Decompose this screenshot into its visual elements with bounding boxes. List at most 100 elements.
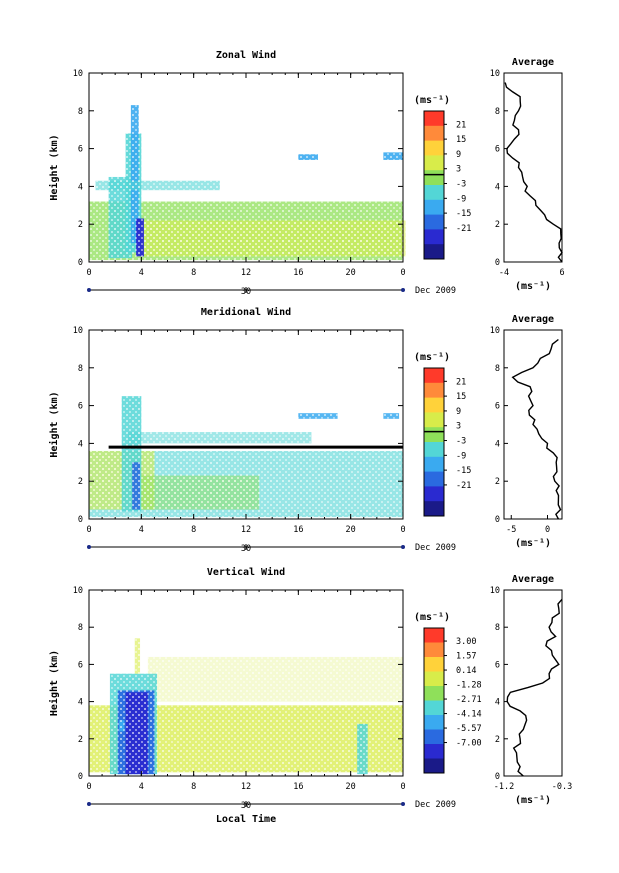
y-tick-label: 10 [73, 326, 83, 336]
profile-line [504, 82, 563, 263]
profile-x-tick-label: 0 [545, 525, 550, 535]
profile-x-unit: (ms⁻¹) [515, 795, 551, 806]
colorbar-frame [423, 367, 445, 517]
field-texture [298, 413, 338, 419]
field-texture [383, 413, 400, 419]
profile-title: Average [512, 314, 554, 325]
profile-y-tick-label: 10 [490, 326, 500, 336]
profile-y-tick-label: 0 [495, 772, 500, 782]
y-tick-label: 6 [78, 660, 83, 670]
field-texture [136, 218, 144, 257]
date-axis-marker-left [87, 288, 91, 292]
x-tick-label: 4 [139, 782, 144, 792]
colorbar-tick-label: 9 [456, 407, 461, 417]
colorbar-segment [424, 155, 444, 171]
colorbar-tick-label: -3 [456, 180, 466, 190]
profile-x-tick-label: -0.3 [552, 782, 572, 792]
colorbar-tick-label: -5.57 [456, 724, 482, 734]
colorbar-tick-label: 3 [456, 422, 461, 432]
profile-y-tick-label: 0 [495, 258, 500, 268]
colorbar-tick-label: -4.14 [456, 710, 482, 720]
colorbar-segment [424, 397, 444, 413]
date-right-label: Dec 2009 [415, 800, 456, 810]
colorbar-segment [424, 427, 444, 443]
colorbar-segment [424, 125, 444, 142]
colorbar-tick-label: 15 [456, 392, 466, 402]
profile-line [506, 598, 563, 777]
colorbar-tick-label: 21 [456, 377, 466, 387]
colorbar-tick-label: -1.28 [456, 681, 482, 691]
colorbar-segment [424, 758, 444, 774]
profile-title: Average [512, 57, 554, 68]
date-axis-marker-right [401, 288, 405, 292]
profile-frame [503, 72, 563, 263]
date-axis-marker-right [401, 545, 405, 549]
y-tick-label: 8 [78, 364, 83, 374]
y-tick-label: 6 [78, 145, 83, 155]
colorbar-segment [424, 244, 444, 260]
y-tick-label: 8 [78, 107, 83, 117]
profile-frame [503, 329, 563, 520]
colorbar-tick-label: -2.71 [456, 695, 482, 705]
colorbar-segment [424, 671, 444, 687]
colorbar-tick-label: -21 [456, 481, 471, 491]
y-axis-label: Height (km) [48, 134, 60, 200]
colorbar-tick-label: 1.57 [456, 652, 476, 662]
x-tick-label: 0 [400, 782, 405, 792]
profile-title: Average [512, 574, 554, 585]
date-label: 30 [241, 287, 251, 297]
colorbar-segment [424, 657, 444, 672]
panel-title: Zonal Wind [216, 49, 276, 61]
y-tick-label: 2 [78, 735, 83, 745]
colorbar-tick-label: -15 [456, 466, 471, 476]
colorbar-tick-label: -9 [456, 194, 466, 204]
profile-x-tick-label: 6 [559, 268, 564, 278]
field-texture [141, 475, 260, 510]
colorbar-segment [424, 486, 444, 502]
colorbar-tick-label: -7.00 [456, 739, 482, 749]
y-tick-label: 8 [78, 623, 83, 633]
colorbar-segment [424, 686, 444, 701]
x-axis-label: Local Time [216, 813, 276, 825]
colorbar-tick-label: 3 [456, 165, 461, 175]
date-label: 30 [241, 801, 251, 811]
colorbar-segment [424, 199, 444, 216]
colorbar-tick-label: -15 [456, 209, 471, 219]
profile-y-tick-label: 8 [495, 623, 500, 633]
profile-x-unit: (ms⁻¹) [515, 281, 551, 292]
profile-y-tick-label: 2 [495, 220, 500, 230]
x-tick-label: 0 [86, 782, 91, 792]
x-tick-label: 8 [191, 268, 196, 278]
x-tick-label: 0 [400, 525, 405, 535]
colorbar-tick-label: -9 [456, 451, 466, 461]
x-tick-label: 16 [293, 782, 303, 792]
field-texture [119, 720, 125, 732]
colorbar-segment [424, 229, 444, 245]
profile-y-tick-label: 10 [490, 586, 500, 596]
profile-y-tick-label: 2 [495, 735, 500, 745]
y-tick-label: 6 [78, 402, 83, 412]
date-axis-marker-right [401, 802, 405, 806]
y-tick-label: 0 [78, 772, 83, 782]
colorbar-unit: (ms⁻¹) [414, 612, 450, 623]
colorbar-segment [424, 382, 444, 399]
colorbar-segment [424, 368, 444, 384]
profile-y-tick-label: 2 [495, 477, 500, 487]
x-tick-label: 0 [86, 525, 91, 535]
colorbar-segment [424, 140, 444, 156]
profile-y-tick-label: 6 [495, 402, 500, 412]
profile-y-tick-label: 6 [495, 145, 500, 155]
x-tick-label: 4 [139, 268, 144, 278]
colorbar-tick-label: 21 [456, 120, 466, 130]
colorbar-tick-label: -21 [456, 224, 471, 234]
x-tick-label: 0 [86, 268, 91, 278]
y-axis-label: Height (km) [48, 650, 60, 716]
date-label: 30 [241, 544, 251, 554]
field-texture [147, 656, 403, 702]
colorbar-segment [424, 185, 444, 201]
panel-title: Vertical Wind [207, 566, 285, 578]
date-right-label: Dec 2009 [415, 543, 456, 553]
colorbar-segment [424, 729, 444, 745]
profile-frame [503, 589, 563, 777]
